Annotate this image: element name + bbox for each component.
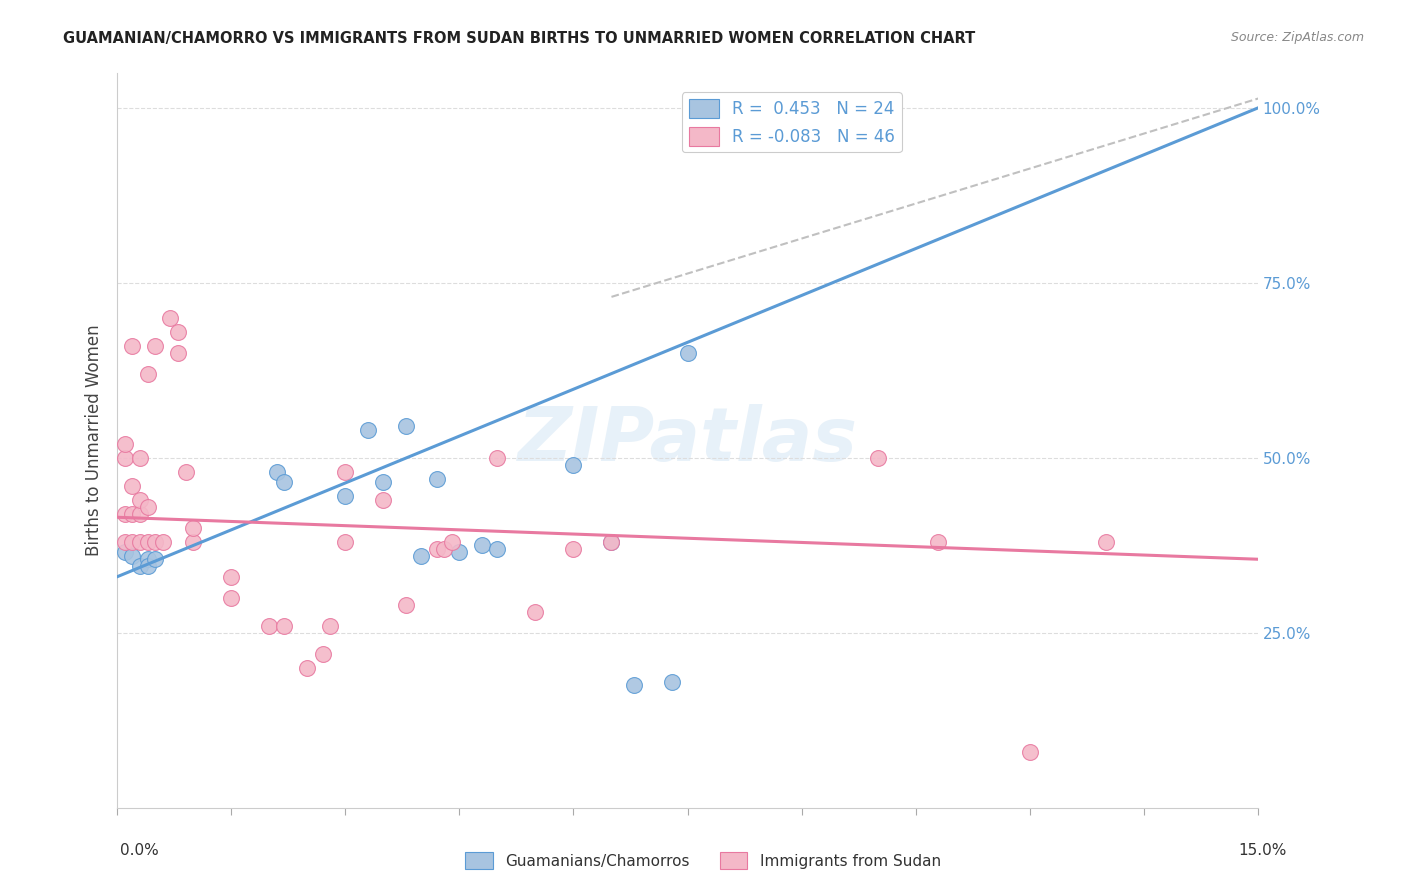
Point	[121, 479, 143, 493]
Point	[927, 534, 949, 549]
Point	[524, 605, 547, 619]
Point	[143, 552, 166, 566]
Legend: Guamanians/Chamorros, Immigrants from Sudan: Guamanians/Chamorros, Immigrants from Su…	[460, 846, 946, 875]
Point	[129, 559, 152, 574]
Point	[426, 472, 449, 486]
Point	[136, 500, 159, 514]
Point	[440, 534, 463, 549]
Point	[676, 346, 699, 360]
Point	[297, 661, 319, 675]
Point	[471, 538, 494, 552]
Point	[335, 465, 357, 479]
Point	[395, 419, 418, 434]
Point	[167, 346, 190, 360]
Point	[143, 534, 166, 549]
Point	[121, 507, 143, 521]
Text: 15.0%: 15.0%	[1239, 843, 1286, 858]
Point	[114, 437, 136, 451]
Point	[600, 534, 623, 549]
Point	[866, 112, 889, 126]
Point	[1094, 534, 1116, 549]
Point	[486, 541, 509, 556]
Point	[129, 507, 152, 521]
Point	[114, 450, 136, 465]
Point	[373, 492, 395, 507]
Point	[136, 559, 159, 574]
Point	[129, 534, 152, 549]
Point	[114, 507, 136, 521]
Y-axis label: Births to Unmarried Women: Births to Unmarried Women	[86, 325, 103, 556]
Point	[661, 674, 683, 689]
Point	[357, 423, 380, 437]
Point	[311, 647, 333, 661]
Point	[273, 618, 295, 632]
Point	[266, 465, 288, 479]
Point	[121, 339, 143, 353]
Point	[181, 521, 204, 535]
Text: GUAMANIAN/CHAMORRO VS IMMIGRANTS FROM SUDAN BIRTHS TO UNMARRIED WOMEN CORRELATIO: GUAMANIAN/CHAMORRO VS IMMIGRANTS FROM SU…	[63, 31, 976, 46]
Point	[143, 339, 166, 353]
Point	[562, 458, 585, 472]
Point	[395, 598, 418, 612]
Point	[129, 492, 152, 507]
Point	[426, 541, 449, 556]
Point	[114, 545, 136, 559]
Point	[219, 591, 242, 605]
Point	[136, 534, 159, 549]
Point	[159, 310, 181, 325]
Text: 0.0%: 0.0%	[120, 843, 159, 858]
Point	[167, 325, 190, 339]
Legend: R =  0.453   N = 24, R = -0.083   N = 46: R = 0.453 N = 24, R = -0.083 N = 46	[682, 93, 901, 153]
Point	[273, 475, 295, 490]
Point	[737, 112, 759, 126]
Point	[114, 534, 136, 549]
Point	[152, 534, 174, 549]
Text: ZIPatlas: ZIPatlas	[517, 404, 858, 477]
Point	[866, 450, 889, 465]
Point	[136, 367, 159, 381]
Point	[121, 549, 143, 563]
Point	[449, 545, 471, 559]
Point	[411, 549, 433, 563]
Point	[181, 534, 204, 549]
Point	[219, 570, 242, 584]
Point	[600, 534, 623, 549]
Point	[433, 541, 456, 556]
Text: Source: ZipAtlas.com: Source: ZipAtlas.com	[1230, 31, 1364, 45]
Point	[562, 541, 585, 556]
Point	[174, 465, 197, 479]
Point	[623, 678, 645, 692]
Point	[335, 489, 357, 503]
Point	[136, 552, 159, 566]
Point	[335, 534, 357, 549]
Point	[259, 618, 281, 632]
Point	[486, 450, 509, 465]
Point	[1018, 745, 1040, 759]
Point	[319, 618, 342, 632]
Point	[121, 534, 143, 549]
Point	[373, 475, 395, 490]
Point	[129, 450, 152, 465]
